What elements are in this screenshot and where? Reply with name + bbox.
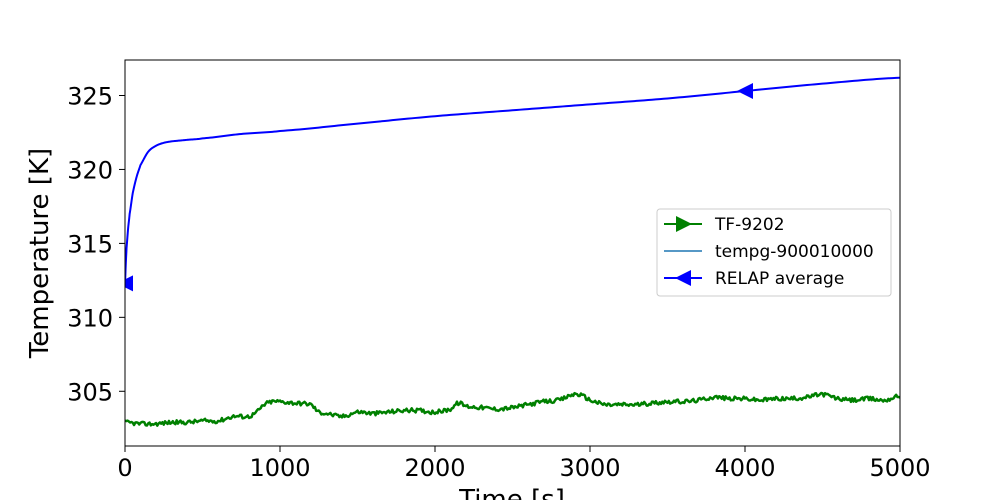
legend-box bbox=[656, 208, 892, 297]
x-axis: 0 1000 2000 3000 4000 5000 bbox=[117, 446, 931, 482]
y-tick-label: 310 bbox=[67, 304, 113, 332]
x-tick-label: 2000 bbox=[404, 454, 465, 482]
triangle-right-icon bbox=[676, 216, 692, 232]
x-tick-label: 5000 bbox=[869, 454, 930, 482]
plot-series bbox=[125, 76, 900, 427]
legend-entry-relap-average: RELAP average bbox=[664, 269, 844, 289]
marker-relap-average bbox=[737, 83, 753, 100]
x-tick-label: 4000 bbox=[714, 454, 775, 482]
legend-label-relap-average: RELAP average bbox=[715, 269, 844, 289]
legend-label-tempg: tempg-900010000 bbox=[715, 242, 874, 262]
x-tick-label: 0 bbox=[117, 454, 132, 482]
y-axis-label: Temperature [K] bbox=[25, 148, 55, 359]
y-tick-label: 305 bbox=[67, 378, 113, 406]
y-axis: 305 310 315 320 325 bbox=[67, 82, 125, 406]
x-tick-label: 1000 bbox=[249, 454, 310, 482]
series-line-relap-average bbox=[125, 76, 900, 284]
y-tick-label: 325 bbox=[67, 82, 113, 110]
y-tick-label: 320 bbox=[67, 156, 113, 184]
marker-relap-average bbox=[125, 275, 133, 292]
triangle-left-icon bbox=[675, 270, 691, 286]
x-tick-label: 3000 bbox=[559, 454, 620, 482]
y-tick-label: 315 bbox=[67, 230, 113, 258]
legend-label-tf-9202: TF-9202 bbox=[714, 215, 785, 235]
legend: TF-9202 tempg-900010000 RELAP average bbox=[656, 208, 892, 297]
legend-entry-tf-9202: TF-9202 bbox=[664, 215, 785, 235]
legend-entry-tempg: tempg-900010000 bbox=[664, 242, 874, 262]
x-axis-label: Time [s] bbox=[458, 485, 565, 500]
series-line-tf-9202 bbox=[125, 391, 900, 427]
plot-frame bbox=[124, 59, 901, 447]
